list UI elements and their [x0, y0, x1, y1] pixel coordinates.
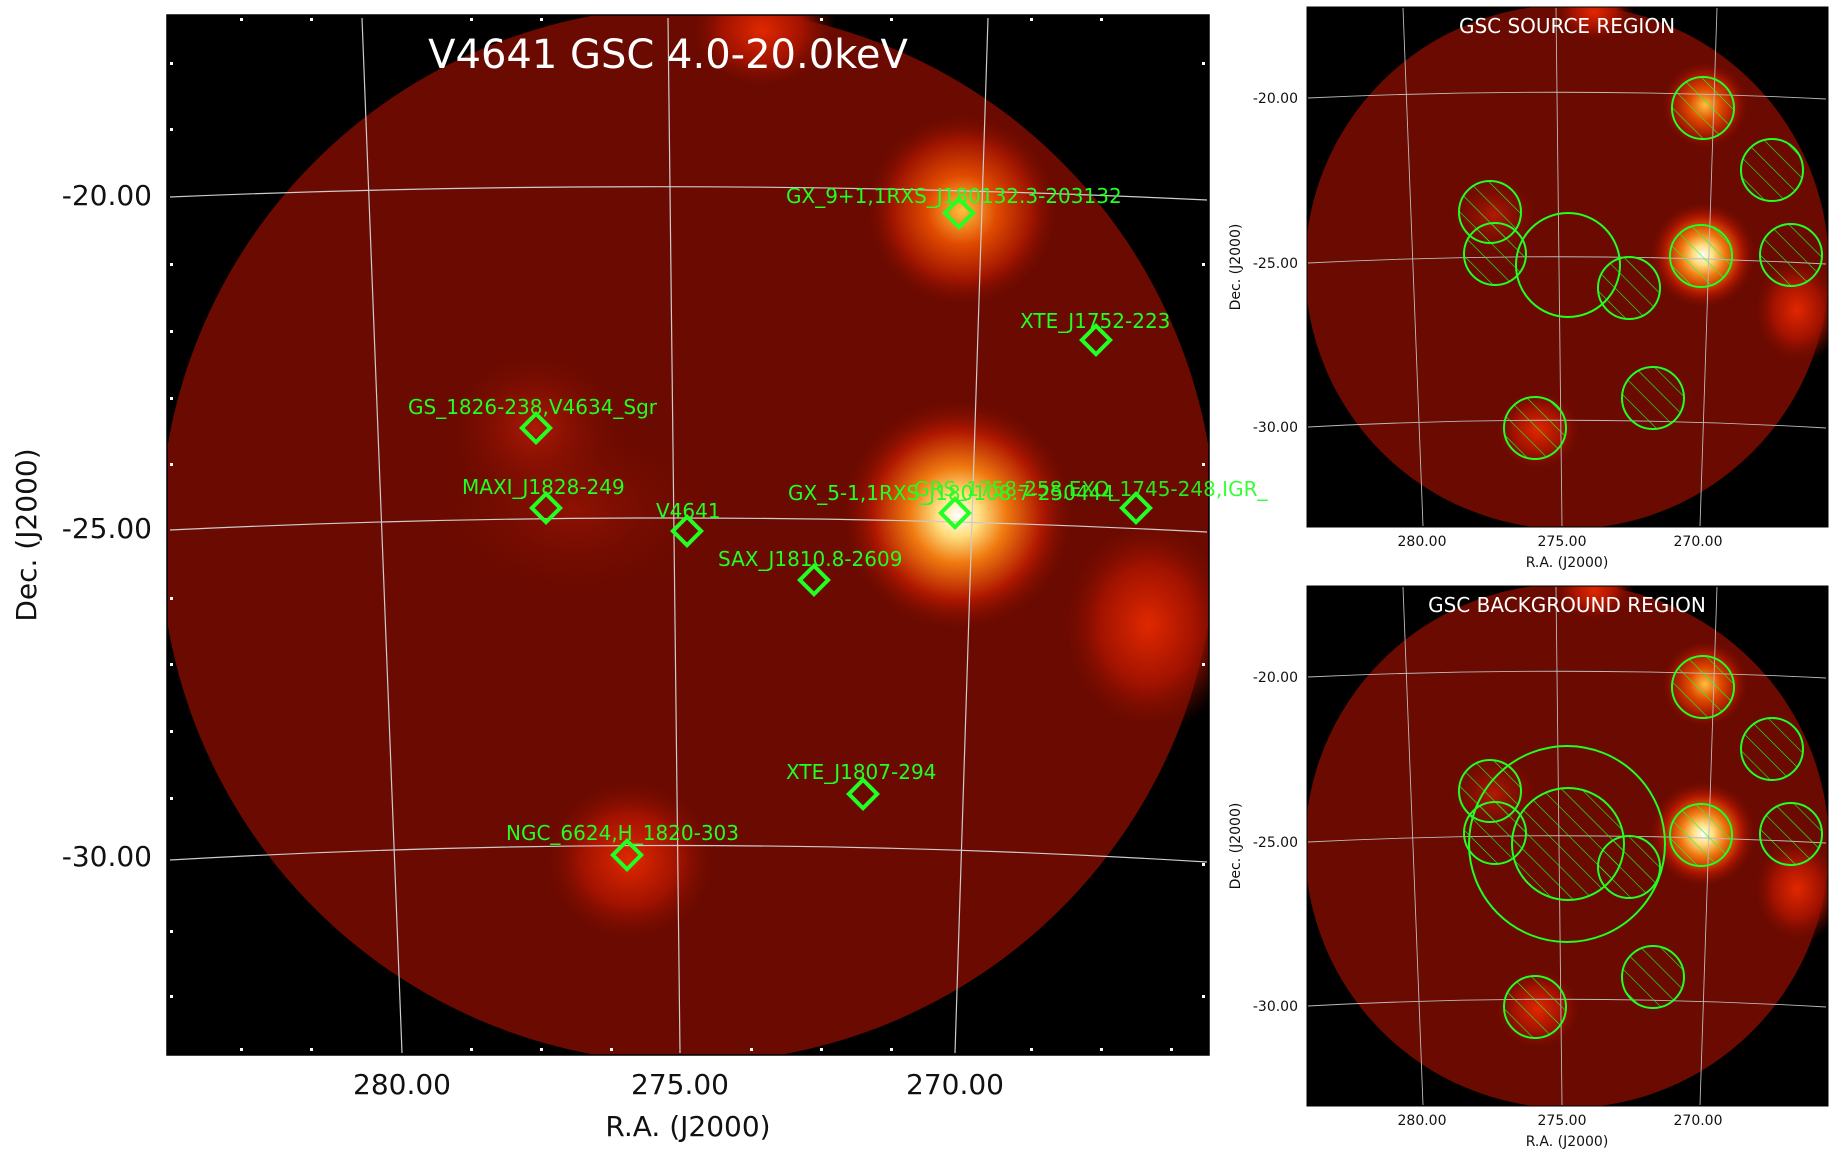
y-tick-label: -25.00	[1253, 256, 1298, 272]
x-axis-label: R.A. (J2000)	[1526, 1134, 1609, 1150]
source-marker	[670, 514, 704, 548]
y-tick-label: -25.00	[62, 512, 152, 545]
x-tick-label: 270.00	[1674, 1113, 1723, 1129]
source-marker	[938, 496, 972, 530]
y-axis-label: Dec. (J2000)	[10, 448, 43, 621]
source-marker	[1079, 323, 1113, 357]
y-tick-label: -25.00	[1253, 835, 1298, 851]
main-title: V4641 GSC 4.0-20.0keV	[428, 32, 908, 78]
source-marker	[797, 563, 831, 597]
y-tick-label: -20.00	[1253, 91, 1298, 107]
source-markers	[519, 196, 1153, 872]
source-marker	[846, 777, 880, 811]
x-tick-label: 270.00	[906, 1068, 1004, 1101]
x-tick-label: 270.00	[1674, 534, 1723, 550]
source-label: GS_1826-238,V4634_Sgr	[408, 395, 658, 419]
source-label: XTE_J1807-294	[786, 760, 936, 784]
x-tick-label: 280.00	[1398, 1113, 1447, 1129]
x-tick-label: 275.00	[1538, 534, 1587, 550]
x-tick-label: 280.00	[1398, 534, 1447, 550]
x-tick-label: 275.00	[1538, 1113, 1587, 1129]
source-label: NGC_6624,H_1820-303	[506, 821, 739, 845]
source-marker	[942, 196, 976, 230]
source-label: GX_5-1,1RXS_J180108.7-250444	[788, 481, 1114, 505]
source-label: MAXI_J1828-249	[462, 475, 625, 499]
y-tick-label: -20.00	[1253, 670, 1298, 686]
y-tick-label: -30.00	[1253, 420, 1298, 436]
y-axis-label: Dec. (J2000)	[1228, 224, 1244, 311]
background-region-panel	[1307, 586, 1828, 1106]
x-axis-label: R.A. (J2000)	[605, 1110, 770, 1143]
source-marker	[529, 491, 563, 525]
source-label: V4641	[656, 499, 721, 523]
source-label: GRS_1758-258,EXO_1745-248,IGR_	[914, 477, 1268, 501]
source-panel-title: GSC SOURCE REGION	[1459, 14, 1675, 38]
y-tick-label: -20.00	[62, 179, 152, 212]
x-axis-label: R.A. (J2000)	[1526, 555, 1609, 571]
y-axis-label: Dec. (J2000)	[1228, 803, 1244, 890]
main-image-panel	[167, 15, 1209, 1055]
source-region-panel	[1307, 7, 1828, 527]
source-marker	[610, 838, 644, 872]
source-label: XTE_J1752-223	[1020, 309, 1170, 333]
x-tick-label: 280.00	[353, 1068, 451, 1101]
source-label: GX_9+1,1RXS_J180132.3-203132	[786, 184, 1122, 208]
y-tick-label: -30.00	[1253, 999, 1298, 1015]
source-marker	[1119, 491, 1153, 525]
source-labels: GX_9+1,1RXS_J180132.3-203132 XTE_J1752-2…	[408, 184, 1268, 845]
y-tick-label: -30.00	[62, 840, 152, 873]
x-tick-label: 275.00	[631, 1068, 729, 1101]
coordinate-grid	[169, 17, 1208, 1054]
main-frame-ticks	[170, 18, 1205, 1051]
source-label: SAX_J1810.8-2609	[718, 547, 902, 571]
background-panel-title: GSC BACKGROUND REGION	[1428, 593, 1706, 617]
source-marker	[519, 411, 553, 445]
